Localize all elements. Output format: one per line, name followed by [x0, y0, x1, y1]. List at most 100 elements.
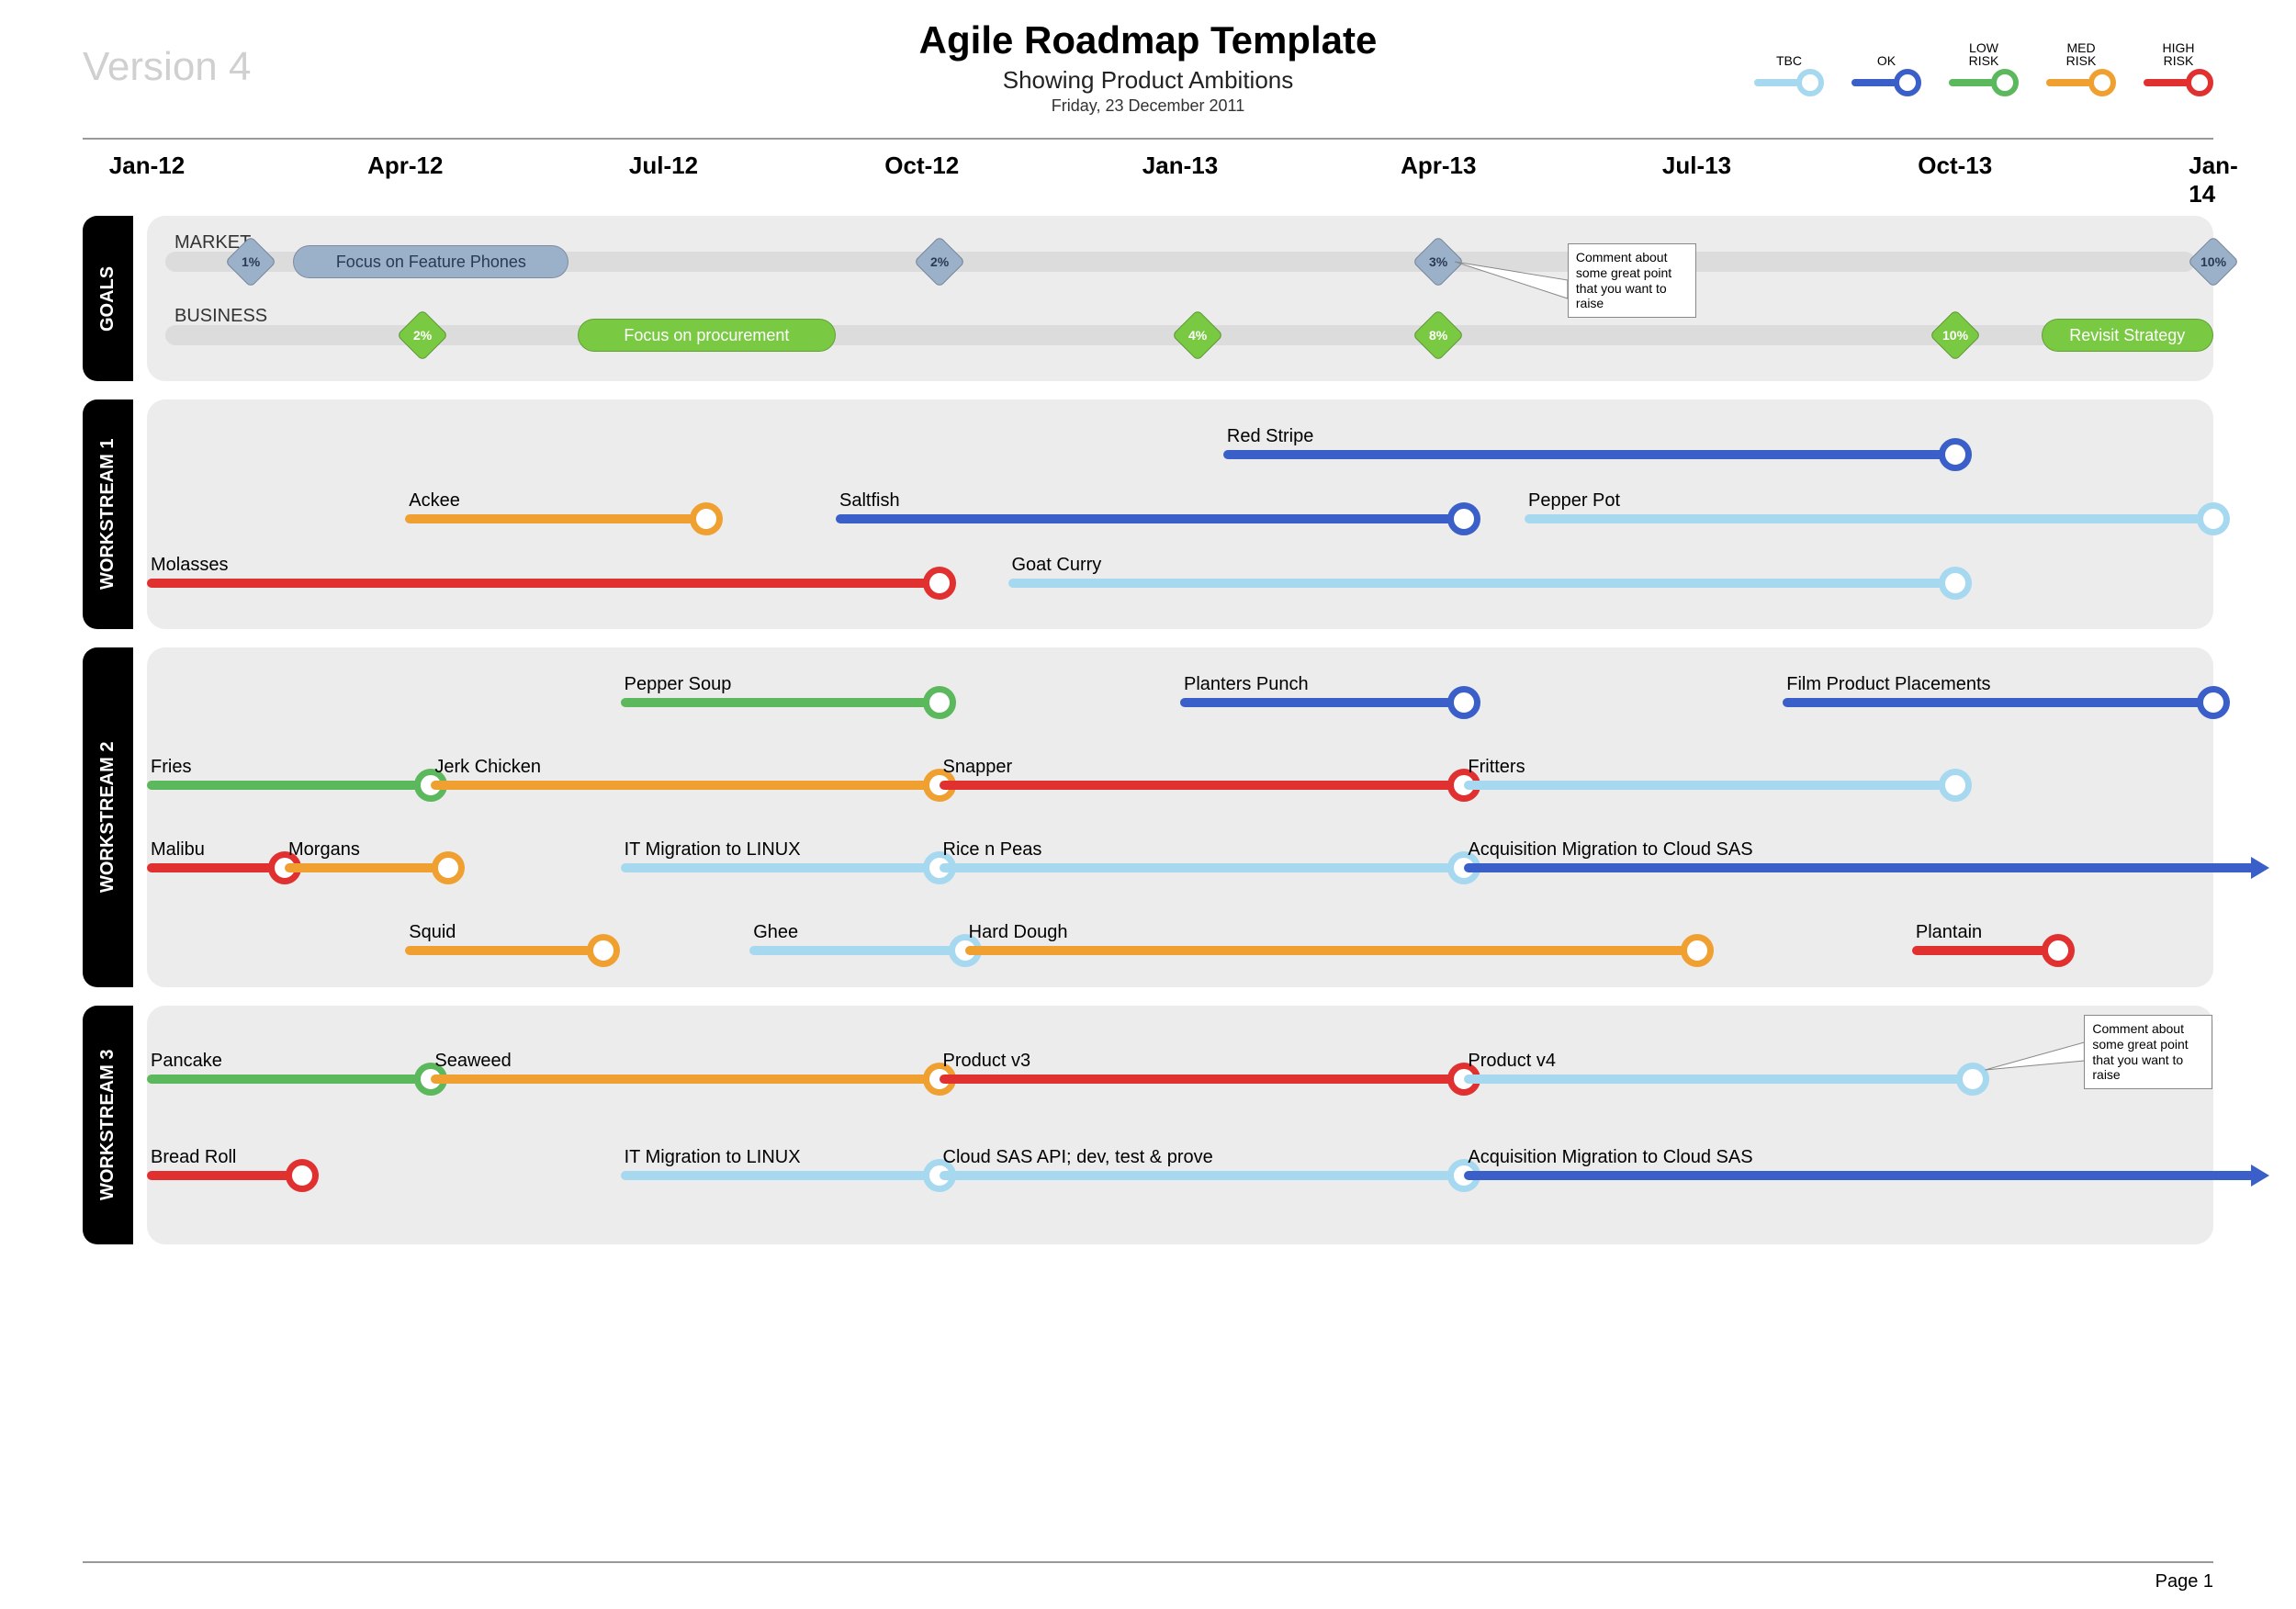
task-label: IT Migration to LINUX	[625, 1147, 801, 1168]
task-label: Product v4	[1468, 1051, 1556, 1072]
legend-label: MEDRISK	[2066, 41, 2097, 67]
task-bar	[147, 863, 285, 872]
swimlane-tab-goals: GOALS	[83, 216, 133, 381]
task-bar	[940, 1171, 1465, 1180]
month-label: Jul-13	[1662, 152, 1731, 180]
task-bar	[1464, 1171, 2257, 1180]
task-bar	[940, 863, 1465, 872]
month-label: Apr-13	[1401, 152, 1476, 180]
task-label: Seaweed	[434, 1051, 511, 1072]
task-bar	[1464, 1075, 1972, 1084]
task-bar	[1783, 698, 2213, 707]
task-bar	[965, 946, 1697, 955]
task-label: Acquisition Migration to Cloud SAS	[1468, 839, 1752, 861]
swimlane-body-workstream: Pepper SoupPlanters PunchFilm Product Pl…	[147, 647, 2213, 987]
task-endpoint-icon	[1447, 502, 1480, 535]
legend-swatch	[1949, 69, 2019, 96]
task-label: Rice n Peas	[943, 839, 1042, 861]
task-endpoint-icon	[587, 934, 620, 967]
goal-row-label: BUSINESS	[174, 306, 267, 327]
comment-box: Comment about some great point that you …	[1568, 243, 1696, 318]
legend-item: TBC	[1754, 54, 1824, 96]
task-bar	[1223, 450, 1955, 459]
chart-area: GOALSMARKET1%2%3%10%Focus on Feature Pho…	[83, 197, 2213, 1554]
month-axis: Jan-12Apr-12Jul-12Oct-12Jan-13Apr-13Jul-…	[147, 152, 2213, 188]
task-endpoint-icon	[286, 1159, 319, 1192]
task-endpoint-icon	[2197, 686, 2230, 719]
comment-pointer	[147, 1006, 2213, 1244]
task-bar	[749, 946, 964, 955]
milestone-diamond: 8%	[1412, 309, 1465, 362]
task-label: Hard Dough	[969, 922, 1068, 943]
divider-bottom	[83, 1561, 2213, 1563]
task-bar	[621, 863, 940, 872]
task-bar	[1008, 579, 1955, 588]
task-arrowhead-icon	[2251, 857, 2269, 879]
task-bar	[1464, 781, 1954, 790]
legend-label: TBC	[1776, 54, 1802, 67]
task-bar	[147, 1171, 302, 1180]
legend-item: LOWRISK	[1949, 41, 2019, 96]
task-label: Saltfish	[839, 490, 900, 512]
legend-swatch	[2046, 69, 2116, 96]
task-endpoint-icon	[1956, 1063, 1989, 1096]
task-bar	[405, 946, 603, 955]
task-bar	[431, 1075, 939, 1084]
legend-label: OK	[1877, 54, 1896, 67]
month-label: Jan-13	[1142, 152, 1218, 180]
comment-box: Comment about some great point that you …	[2084, 1015, 2212, 1089]
milestone-diamond: 10%	[2188, 236, 2240, 288]
legend-swatch	[1754, 69, 1824, 96]
task-endpoint-icon	[2197, 502, 2230, 535]
month-label: Jul-12	[629, 152, 698, 180]
goal-pill: Revisit Strategy	[2042, 319, 2214, 352]
milestone-diamond: 10%	[1929, 309, 1981, 362]
legend-item: MEDRISK	[2046, 41, 2116, 96]
task-label: Pancake	[151, 1051, 222, 1072]
legend-label: LOWRISK	[1969, 41, 1999, 67]
task-bar	[1180, 698, 1464, 707]
task-label: Malibu	[151, 839, 205, 861]
task-bar	[405, 514, 706, 523]
task-label: Acquisition Migration to Cloud SAS	[1468, 1147, 1752, 1168]
task-label: Fritters	[1468, 757, 1525, 778]
task-endpoint-icon	[432, 851, 465, 884]
task-bar	[285, 863, 448, 872]
task-bar	[621, 698, 940, 707]
task-endpoint-icon	[1939, 567, 1972, 600]
task-label: Cloud SAS API; dev, test & prove	[943, 1147, 1213, 1168]
legend-item: OK	[1851, 54, 1921, 96]
month-label: Jan-12	[109, 152, 185, 180]
task-endpoint-icon	[1939, 438, 1972, 471]
swimlane-body-goals: MARKET1%2%3%10%Focus on Feature PhonesBU…	[147, 216, 2213, 381]
task-label: Jerk Chicken	[434, 757, 541, 778]
task-label: Snapper	[943, 757, 1013, 778]
task-endpoint-icon	[1681, 934, 1714, 967]
milestone-diamond: 3%	[1412, 236, 1465, 288]
task-label: Ghee	[753, 922, 798, 943]
task-label: Squid	[409, 922, 456, 943]
task-arrowhead-icon	[2251, 1165, 2269, 1187]
milestone-diamond: 2%	[913, 236, 965, 288]
legend: TBC OK LOWRISK MEDRISK HIGHRISK	[1754, 41, 2213, 96]
task-label: Plantain	[1916, 922, 1982, 943]
task-label: Fries	[151, 757, 191, 778]
task-label: Product v3	[943, 1051, 1031, 1072]
task-bar	[1464, 863, 2257, 872]
task-label: IT Migration to LINUX	[625, 839, 801, 861]
milestone-diamond: 2%	[397, 309, 449, 362]
swimlane-body-workstream: Red StripeAckeeSaltfishPepper PotMolasse…	[147, 399, 2213, 629]
task-label: Ackee	[409, 490, 460, 512]
task-label: Pepper Pot	[1528, 490, 1620, 512]
task-endpoint-icon	[923, 567, 956, 600]
task-bar	[621, 1171, 940, 1180]
legend-swatch	[1851, 69, 1921, 96]
task-label: Goat Curry	[1012, 555, 1102, 576]
legend-label: HIGHRISK	[2163, 41, 2195, 67]
swimlane-tab-workstream: WORKSTREAM 3	[83, 1006, 133, 1244]
swimlane-body-workstream: PancakeSeaweedProduct v3Product v4Bread …	[147, 1006, 2213, 1244]
page-number: Page 1	[2155, 1571, 2213, 1592]
task-bar	[147, 579, 940, 588]
task-bar	[940, 781, 1465, 790]
swimlane-tab-workstream: WORKSTREAM 2	[83, 647, 133, 987]
